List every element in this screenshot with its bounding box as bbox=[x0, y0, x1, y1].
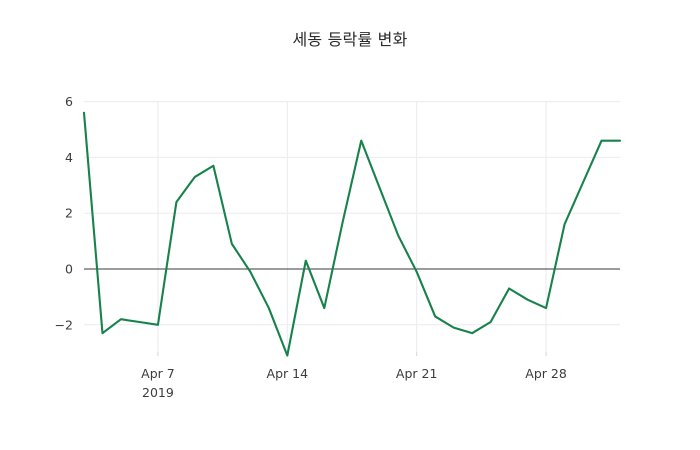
y-axis-tick-label: 6 bbox=[65, 94, 73, 109]
y-axis-tick-label: 4 bbox=[65, 150, 73, 165]
data-series bbox=[82, 111, 622, 357]
x-axis-tick-label: Apr 21 bbox=[396, 366, 438, 381]
x-axis-tick-label: Apr 7 bbox=[141, 366, 175, 381]
line-series-path bbox=[82, 111, 622, 357]
grid-lines bbox=[84, 101, 620, 352]
y-axis-tick-label: 2 bbox=[65, 206, 73, 221]
y-axis-tick-label: −2 bbox=[55, 317, 73, 332]
chart-title: 세동 등락률 변화 bbox=[292, 30, 408, 49]
y-axis-tick-label: 0 bbox=[65, 262, 73, 277]
y-axis-ticks: −2 0 2 4 6 bbox=[55, 94, 73, 332]
x-axis-tick-sublabel: 2019 bbox=[142, 385, 174, 400]
x-axis-ticks: Apr 7 2019 Apr 14 Apr 21 Apr 28 bbox=[141, 352, 567, 400]
x-axis-tick-label: Apr 14 bbox=[267, 366, 309, 381]
x-axis-tick-label: Apr 28 bbox=[525, 366, 567, 381]
